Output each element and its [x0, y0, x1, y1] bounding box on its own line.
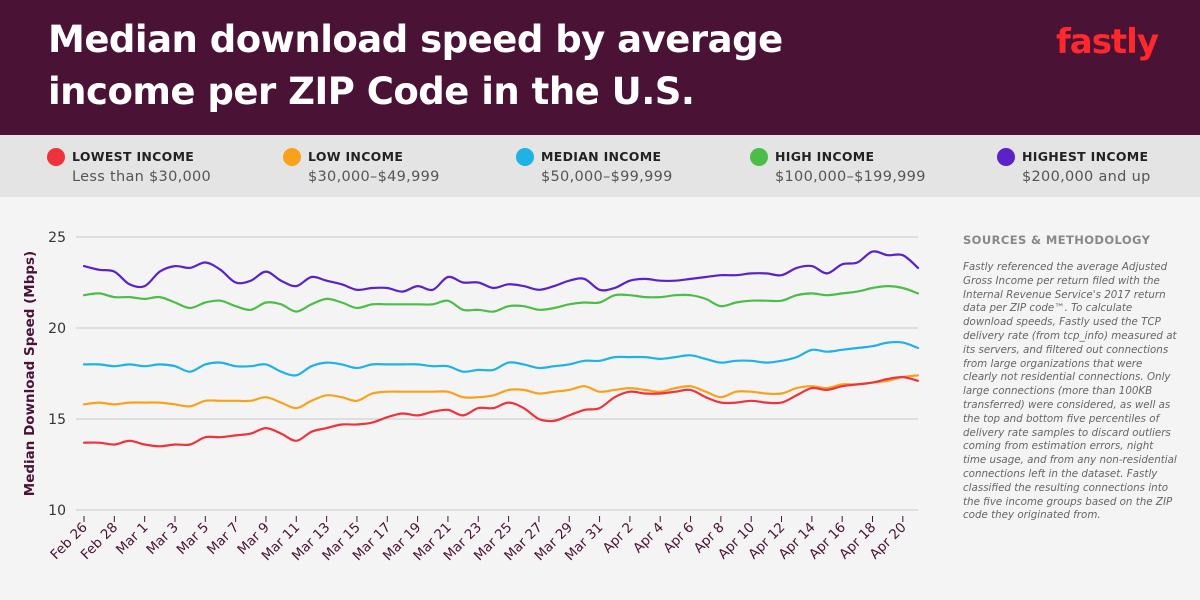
x-tick-label: Apr 2 — [600, 520, 637, 557]
x-tick-label: Mar 7 — [204, 520, 242, 558]
methodology-title: SOURCES & METHODOLOGY — [963, 233, 1151, 247]
methodology-text: Fastly referenced the average Adjusted G… — [963, 261, 1177, 522]
y-tick-label: 10 — [48, 503, 66, 519]
legend-swatch — [750, 148, 768, 166]
legend-range: $50,000–$99,999 — [541, 169, 673, 185]
series-line-low-income — [82, 374, 920, 410]
legend-label: MEDIAN INCOME — [541, 149, 662, 164]
series-line-median-income — [82, 340, 920, 377]
x-tick-label: Mar 3 — [143, 520, 181, 558]
legend-range: $200,000 and up — [1022, 169, 1151, 185]
header-banner: Median download speed by average income … — [0, 0, 1200, 135]
x-tick-label: Mar 5 — [174, 520, 212, 558]
legend-label: LOW INCOME — [308, 149, 404, 164]
series-line-highest-income — [82, 250, 920, 293]
series-line-lowest-income — [82, 375, 920, 448]
x-tick-label: Apr 6 — [660, 520, 697, 557]
y-tick-label: 15 — [48, 412, 66, 428]
legend-swatch — [283, 148, 301, 166]
legend-swatch — [516, 148, 534, 166]
legend-swatch — [997, 148, 1015, 166]
x-tick-label: Mar 1 — [113, 520, 151, 558]
legend-label: HIGH INCOME — [775, 149, 875, 164]
y-tick-label: 20 — [48, 321, 66, 337]
x-tick-label: Apr 4 — [630, 520, 667, 557]
legend-range: Less than $30,000 — [72, 169, 212, 185]
series-line-high-income — [82, 285, 920, 313]
page-title: Median download speed by average income … — [48, 18, 783, 113]
legend-range: $100,000–$199,999 — [775, 169, 926, 185]
legend-label: HIGHEST INCOME — [1022, 149, 1149, 164]
legend-swatch — [47, 148, 65, 166]
legend-range: $30,000–$49,999 — [308, 169, 440, 185]
legend: LOWEST INCOME Less than $30,000 LOW INCO… — [0, 135, 1200, 197]
y-axis-label: Median Download Speed (Mbps) — [22, 251, 38, 496]
fastly-logo: fastly — [1055, 22, 1159, 62]
legend-label: LOWEST INCOME — [72, 149, 195, 164]
y-tick-label: 25 — [48, 230, 66, 246]
